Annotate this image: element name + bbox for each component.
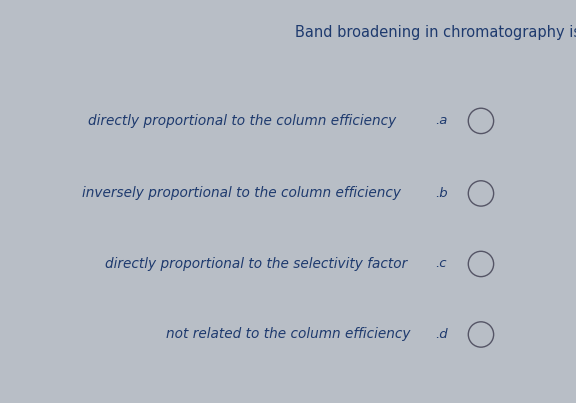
Text: .b: .b [435, 187, 448, 200]
Text: Band broadening in chromatography is: Band broadening in chromatography is [295, 25, 576, 40]
Text: directly proportional to the selectivity factor: directly proportional to the selectivity… [105, 257, 407, 271]
Text: inversely proportional to the column efficiency: inversely proportional to the column eff… [82, 187, 401, 200]
Text: not related to the column efficiency: not related to the column efficiency [166, 328, 410, 341]
Text: directly proportional to the column efficiency: directly proportional to the column effi… [88, 114, 396, 128]
Text: .c: .c [435, 258, 446, 270]
Text: .a: .a [435, 114, 447, 127]
Text: .d: .d [435, 328, 448, 341]
